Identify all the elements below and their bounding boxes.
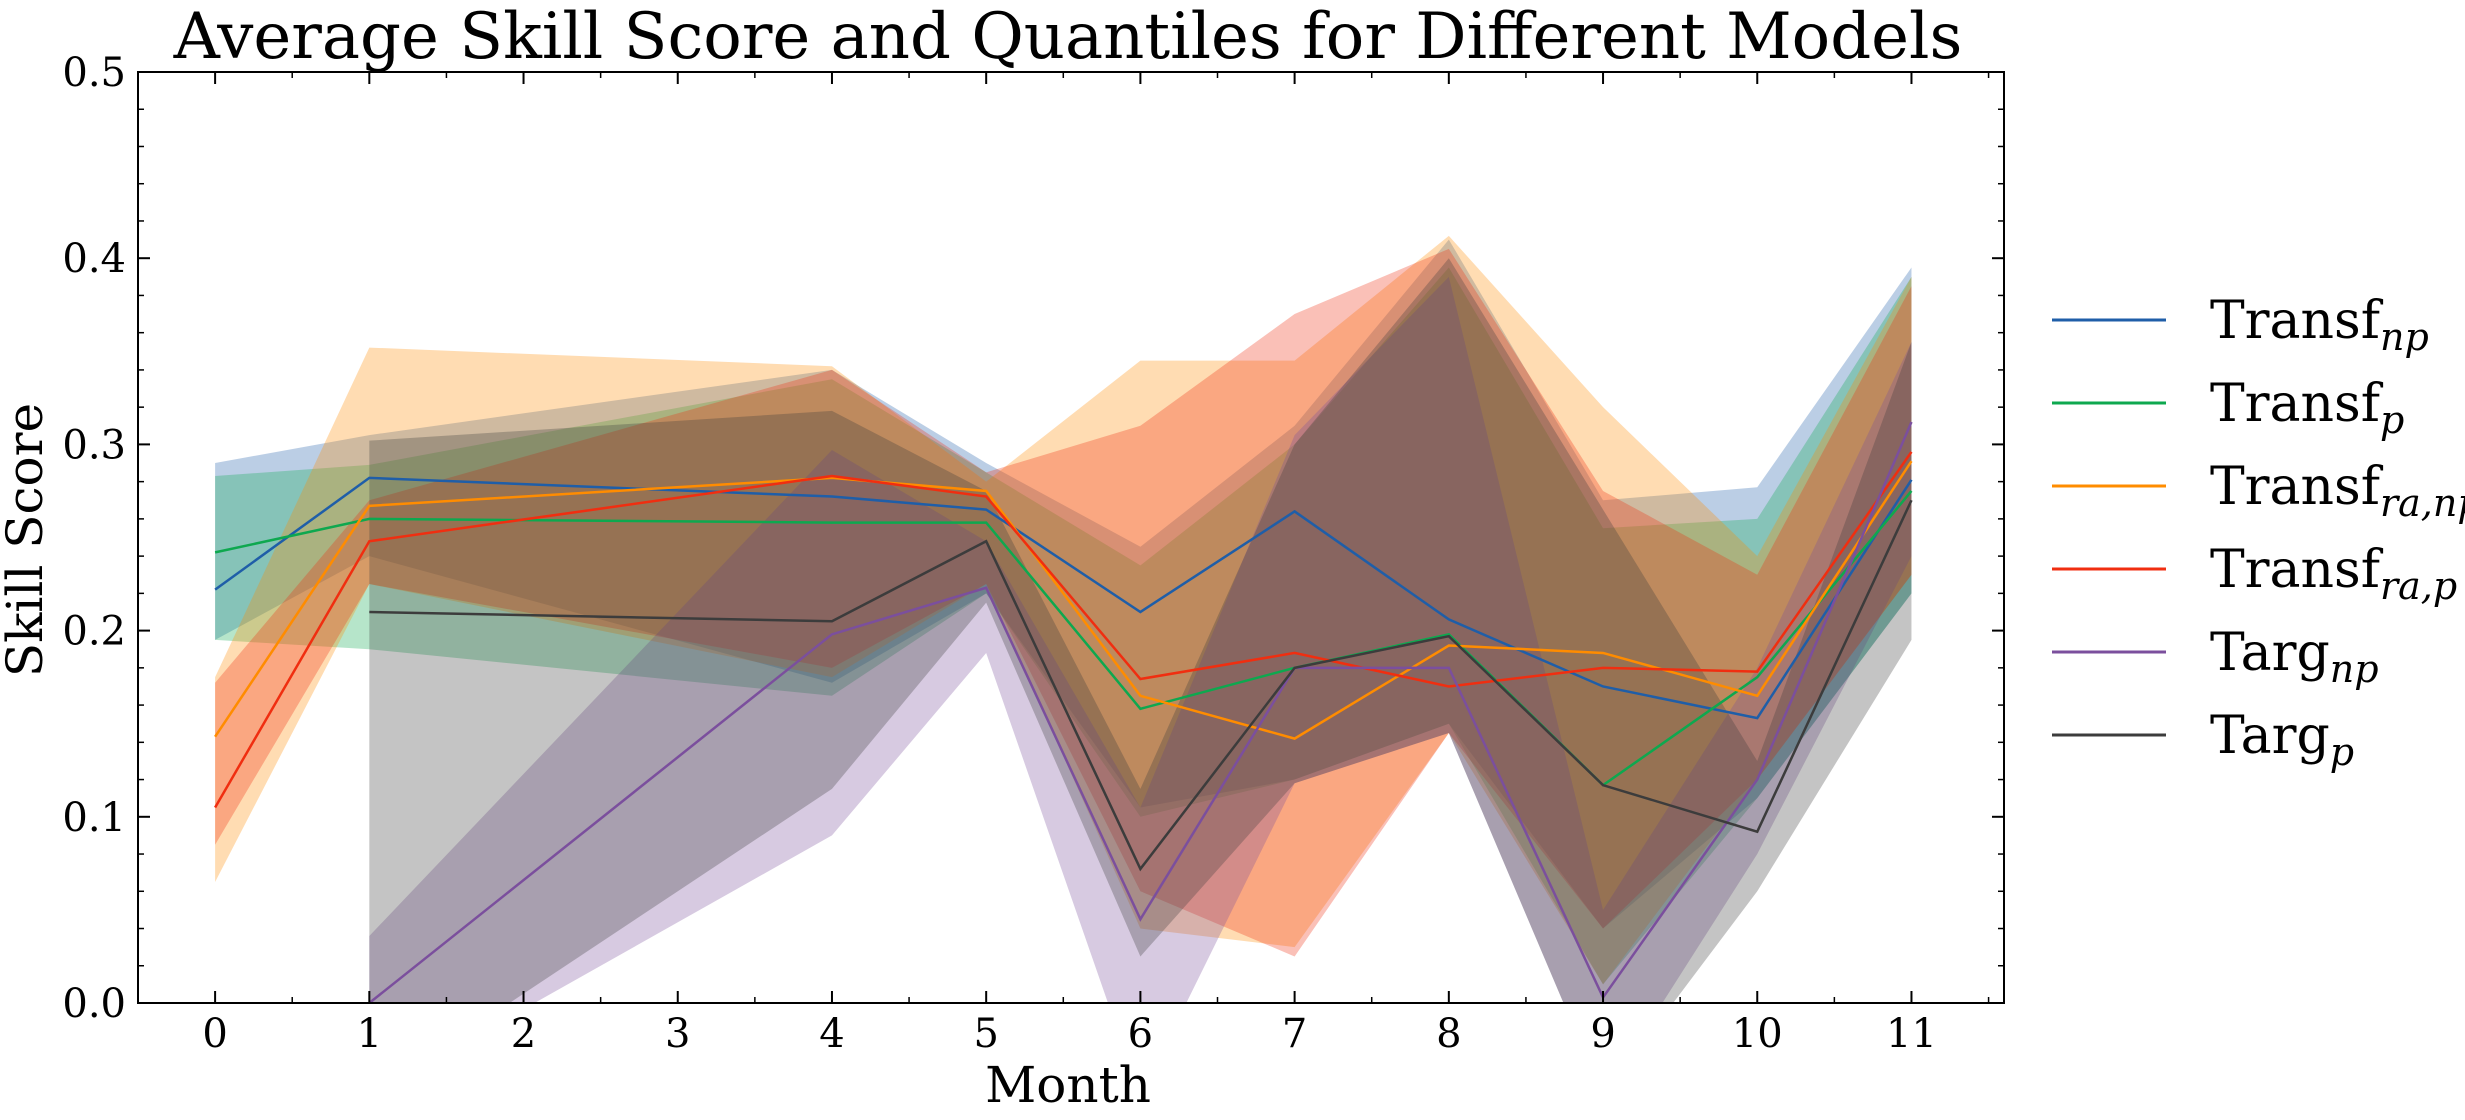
series-line-3 xyxy=(214,451,1913,809)
quantile-band-2 xyxy=(215,235,1912,985)
y-tick-label: 0.0 xyxy=(62,981,126,1027)
x-tick-label: 10 xyxy=(1732,1011,1783,1057)
legend-label-5: Targp xyxy=(2210,706,2354,774)
y-tick-label: 0.3 xyxy=(62,422,126,468)
series-line-0 xyxy=(214,476,1913,720)
series-line-1 xyxy=(214,490,1913,787)
y-tick-label: 0.2 xyxy=(62,609,126,655)
x-tick-label: 1 xyxy=(357,1011,382,1057)
series-line-2 xyxy=(214,460,1913,740)
quantile-bands xyxy=(215,235,1912,1003)
quantile-band-1 xyxy=(215,267,1912,985)
legend: Transfnp Transfp Transfra,np Transfra,p Targ… xyxy=(2052,291,2465,774)
legend-label-2: Transfra,np xyxy=(2210,457,2465,525)
x-tick-label: 4 xyxy=(819,1011,844,1057)
x-tick-label: 5 xyxy=(973,1011,998,1057)
chart-title: Average Skill Score and Quantiles for Di… xyxy=(173,0,1963,74)
legend-label-3: Transfra,p xyxy=(2210,540,2457,608)
quantile-band-4 xyxy=(369,276,1912,1003)
x-tick-label: 6 xyxy=(1128,1011,1153,1057)
y-axis-label: Skill Score xyxy=(0,403,54,677)
y-tick-label: 0.4 xyxy=(62,236,126,282)
y-tick-label: 0.1 xyxy=(62,795,126,841)
plot-frame xyxy=(137,71,2005,1004)
x-tick-label: 3 xyxy=(665,1011,690,1057)
axis-ticks: 0 1 2 3 4 5 6 7 8 9 10 11 0.0 0.1 0.2 0.3 0.4 0.5 xyxy=(62,50,2004,1057)
x-tick-label: 2 xyxy=(511,1011,536,1057)
x-tick-label: 9 xyxy=(1590,1011,1615,1057)
quantile-band-5 xyxy=(369,258,1912,1003)
x-tick-label: 7 xyxy=(1282,1011,1307,1057)
series-line-5 xyxy=(369,499,1913,872)
x-tick-label: 11 xyxy=(1886,1011,1937,1057)
quantile-band-0 xyxy=(215,239,1912,929)
x-tick-label: 0 xyxy=(202,1011,227,1057)
x-tick-label: 8 xyxy=(1436,1011,1461,1057)
x-axis-label: Month xyxy=(985,1056,1151,1114)
series-lines xyxy=(214,421,1913,1003)
y-tick-label: 0.5 xyxy=(62,50,126,96)
legend-label-1: Transfp xyxy=(2210,374,2404,442)
legend-label-4: Targnp xyxy=(2210,623,2379,691)
legend-label-0: Transfnp xyxy=(2210,291,2429,359)
quantile-band-3 xyxy=(215,248,1912,957)
